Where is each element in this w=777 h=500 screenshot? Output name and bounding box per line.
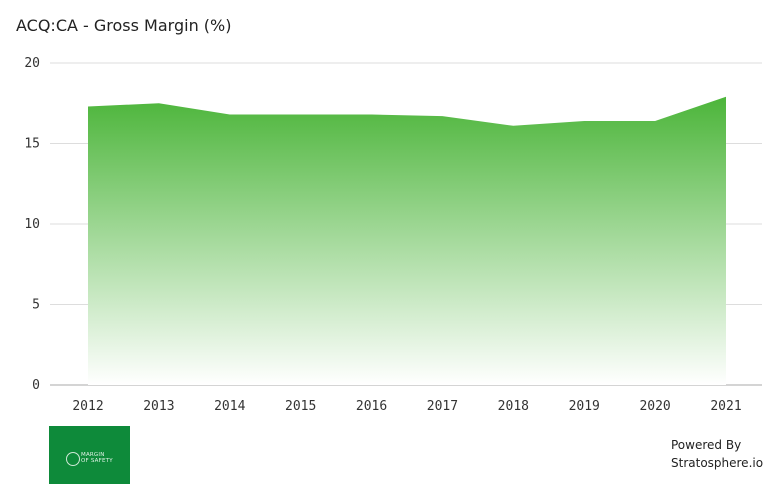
logo-mark-icon bbox=[66, 452, 80, 466]
y-tick-label: 20 bbox=[24, 56, 40, 71]
x-tick-label: 2020 bbox=[639, 399, 670, 414]
y-axis-ticks: 0 5 10 15 20 bbox=[24, 56, 40, 393]
y-tick-label: 5 bbox=[32, 298, 40, 313]
x-tick-label: 2015 bbox=[285, 399, 316, 414]
logo-text: MARGIN OF SAFETY bbox=[81, 452, 113, 464]
chart-title: ACQ:CA - Gross Margin (%) bbox=[16, 16, 232, 35]
y-tick-label: 15 bbox=[24, 137, 40, 152]
x-tick-label: 2016 bbox=[356, 399, 387, 414]
gross-margin-area bbox=[88, 96, 726, 385]
x-tick-label: 2019 bbox=[569, 399, 600, 414]
x-tick-label: 2017 bbox=[427, 399, 458, 414]
x-tick-label: 2021 bbox=[710, 399, 741, 414]
x-axis-ticks: 2012 2013 2014 2015 2016 2017 2018 2019 2020 2021 bbox=[72, 399, 741, 414]
x-tick-label: 2014 bbox=[214, 399, 245, 414]
area-series bbox=[88, 96, 726, 385]
x-tick-label: 2012 bbox=[72, 399, 103, 414]
y-tick-label: 10 bbox=[24, 217, 40, 232]
x-tick-label: 2018 bbox=[498, 399, 529, 414]
x-tick-label: 2013 bbox=[143, 399, 174, 414]
margin-of-safety-logo: MARGIN OF SAFETY bbox=[49, 426, 130, 484]
y-tick-label: 0 bbox=[32, 378, 40, 393]
powered-by-site: Stratosphere.io bbox=[671, 456, 764, 470]
powered-by-label: Powered By bbox=[671, 438, 742, 452]
